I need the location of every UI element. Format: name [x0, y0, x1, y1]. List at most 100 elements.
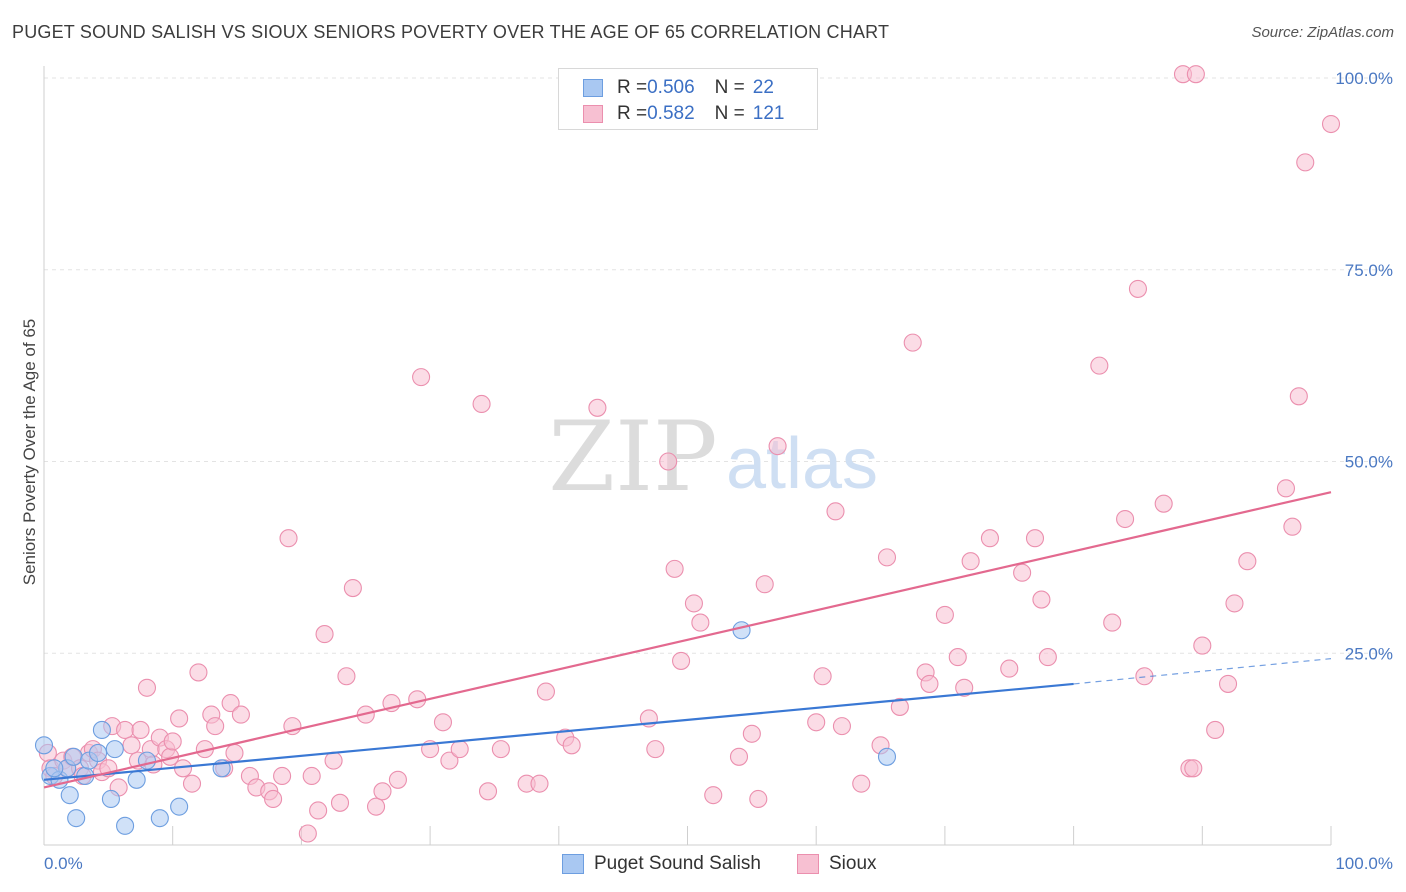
correlation-legend: R = 0.506 N = 22 R = 0.582 N = 121 [558, 68, 818, 130]
point-sioux [562, 736, 581, 755]
chart-title: PUGET SOUND SALISH VS SIOUX SENIORS POVE… [12, 22, 890, 42]
point-sioux [1013, 563, 1032, 582]
point-sioux [1128, 279, 1147, 298]
point-puget-sound-salish [89, 743, 108, 763]
point-sioux [366, 797, 386, 816]
point-sioux [1238, 552, 1257, 571]
y-tick-label: 25.0% [1345, 644, 1393, 663]
point-sioux [1283, 517, 1302, 536]
point-sioux [704, 786, 723, 805]
point-sioux [588, 398, 607, 417]
y-tick-label: 50.0% [1345, 453, 1393, 472]
point-sioux [1289, 387, 1308, 406]
point-sioux [852, 774, 871, 793]
tick-labels: 25.0% 50.0% 75.0% 100.0% 0.0% 100.0% [44, 69, 1393, 873]
legend-r-label: R = [617, 77, 648, 98]
point-sioux [450, 740, 469, 759]
point-puget-sound-salish [150, 809, 169, 828]
grid-lines [44, 77, 1392, 654]
point-puget-sound-salish [34, 736, 54, 755]
legend-n-value: 121 [752, 103, 785, 124]
point-sioux [935, 605, 954, 624]
legend-row-puget-sound-salish: R = 0.506 N = 22 [583, 75, 774, 101]
point-sioux [1038, 648, 1057, 667]
point-puget-sound-salish [137, 751, 157, 770]
point-sioux [1154, 494, 1173, 513]
point-sioux [330, 793, 350, 812]
chart-source: Source: ZipAtlas.com [1251, 24, 1394, 41]
legend-swatch-sioux [583, 105, 603, 123]
bottom-legend-sioux: Sioux [797, 852, 877, 876]
point-sioux [324, 751, 343, 770]
bottom-legend-label: Puget Sound Salish [594, 853, 761, 874]
point-sioux [729, 747, 749, 766]
legend-n-value: 22 [752, 77, 774, 98]
point-sioux [832, 717, 851, 736]
point-sioux [536, 682, 555, 701]
point-sioux [903, 333, 922, 352]
point-sioux [1103, 613, 1122, 632]
point-puget-sound-salish [101, 789, 120, 809]
point-sioux [1321, 114, 1341, 134]
point-sioux [749, 789, 768, 809]
point-sioux [1184, 759, 1203, 778]
point-sioux [980, 529, 999, 548]
point-sioux [646, 740, 665, 759]
point-sioux [742, 724, 761, 743]
bottom-legend-puget-sound-salish: Puget Sound Salish [562, 852, 761, 876]
point-puget-sound-salish [60, 786, 79, 805]
watermark: ZIP atlas [548, 401, 878, 513]
trend-line-sioux [43, 491, 1332, 789]
point-sioux [478, 782, 498, 801]
point-sioux [530, 774, 549, 793]
point-sioux [961, 552, 980, 571]
point-sioux [1025, 529, 1045, 548]
point-sioux [1193, 636, 1212, 655]
point-sioux [408, 690, 427, 709]
point-sioux [433, 713, 453, 732]
y-tick-label: 75.0% [1345, 261, 1393, 280]
point-sioux [309, 801, 328, 820]
point-sioux [807, 713, 826, 732]
point-sioux [189, 663, 208, 682]
point-sioux [373, 782, 392, 801]
point-sioux [691, 613, 710, 632]
point-sioux [1032, 590, 1051, 609]
point-sioux [412, 368, 431, 387]
point-sioux [1186, 65, 1205, 84]
point-sioux [231, 705, 250, 724]
point-puget-sound-salish [67, 809, 86, 828]
point-puget-sound-salish [877, 747, 897, 766]
x-tick-label: 100.0% [1335, 854, 1393, 873]
point-sioux [221, 694, 240, 713]
trend-line-extension-puget-sound-salish [1073, 658, 1332, 685]
point-sioux [137, 678, 157, 697]
point-sioux [955, 678, 974, 697]
watermark-zip: ZIP [548, 401, 717, 513]
legend-row-sioux: R = 0.582 N = 121 [583, 101, 784, 127]
point-sioux [491, 740, 510, 759]
legend-r-value: 0.506 [647, 77, 695, 98]
point-sioux [948, 648, 967, 667]
point-sioux [163, 732, 182, 751]
point-sioux [170, 709, 189, 728]
point-sioux [279, 529, 298, 548]
point-sioux [343, 579, 362, 598]
point-sioux [1206, 720, 1225, 740]
point-sioux [1218, 674, 1238, 693]
point-sioux [755, 575, 774, 594]
point-sioux [182, 774, 202, 793]
legend-swatch-puget-sound-salish [583, 79, 603, 97]
legend-n-label: N = [714, 77, 745, 98]
point-sioux [273, 766, 292, 786]
point-sioux [1116, 509, 1135, 529]
point-sioux [302, 766, 321, 786]
point-sioux [298, 824, 317, 843]
point-sioux [768, 437, 787, 456]
point-sioux [116, 720, 135, 740]
point-sioux [1000, 659, 1019, 678]
bottom-legend-label: Sioux [829, 853, 877, 874]
point-sioux [920, 674, 939, 693]
point-sioux [225, 743, 244, 763]
point-sioux [337, 667, 356, 686]
